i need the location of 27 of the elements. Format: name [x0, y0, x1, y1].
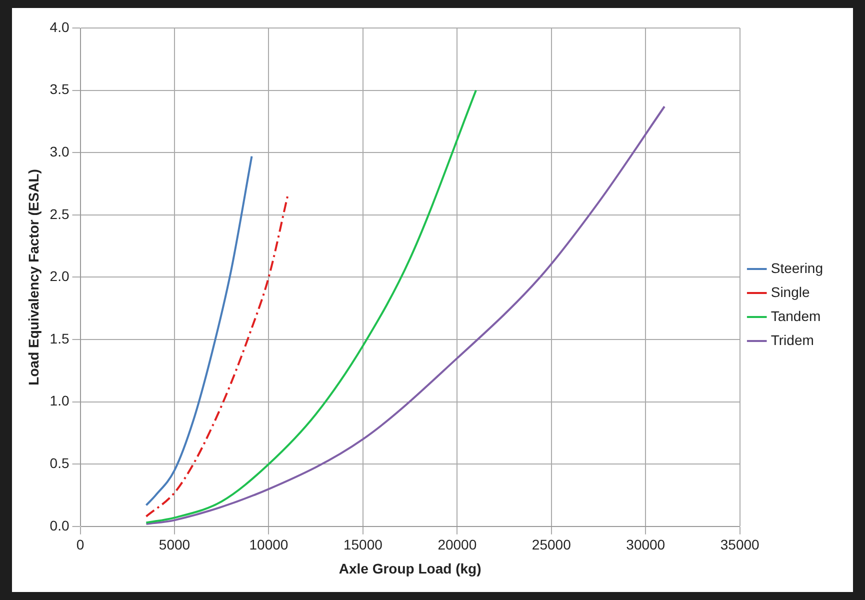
x-tick-label: 20000: [438, 536, 477, 553]
x-tick-label: 5000: [158, 536, 190, 553]
line-series: [145, 155, 253, 506]
x-tick-label: 15000: [343, 536, 383, 553]
x-tick-label: 30000: [626, 536, 666, 553]
x-tick-label: 35000: [720, 536, 760, 553]
y-tick-label: 3.5: [50, 81, 70, 98]
y-tick-label: 0.5: [50, 454, 70, 471]
line-series: [145, 195, 289, 518]
legend-label: Tridem: [770, 332, 814, 348]
legend-label: Steering: [770, 260, 824, 276]
x-tick-label: 0: [76, 536, 84, 553]
y-tick-label: 1.5: [50, 330, 70, 346]
y-tick-label: 0.0: [50, 517, 70, 534]
y-tick-label: 2.5: [50, 206, 70, 222]
legend-label: Single: [770, 284, 810, 300]
line-series: [145, 89, 478, 524]
x-tick-label: 10000: [249, 536, 288, 553]
y-tick-label: 2.0: [50, 268, 70, 284]
y-tick-label: 1.0: [50, 392, 70, 409]
line-series: [145, 106, 666, 525]
x-tick-label: 25000: [532, 536, 572, 553]
y-axis-title: Load Equivalency Factor (ESAL): [25, 169, 42, 386]
legend-label: Tandem: [770, 308, 821, 324]
y-tick-label: 4.0: [50, 18, 70, 35]
x-axis-title: Axle Group Load (kg): [338, 560, 482, 576]
y-tick-label: 3.0: [50, 143, 70, 160]
